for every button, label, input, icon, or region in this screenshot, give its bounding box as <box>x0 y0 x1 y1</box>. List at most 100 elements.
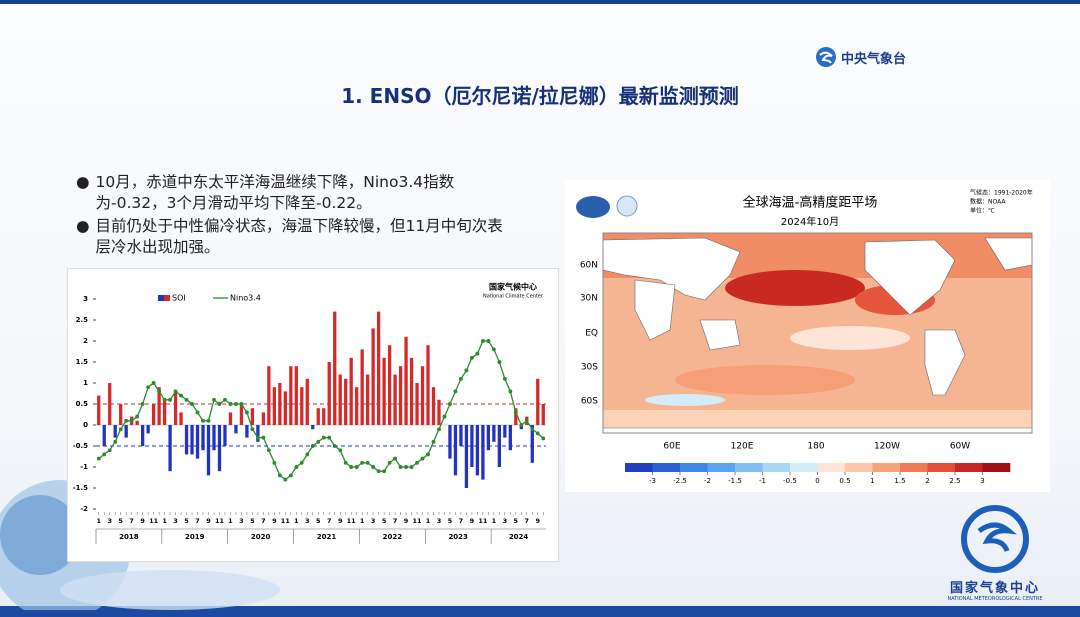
soi-bar <box>503 425 507 438</box>
x-tick-label: 5 <box>316 517 321 525</box>
soi-bar <box>311 425 315 430</box>
soi-bar <box>97 395 101 425</box>
lat-label: 60N <box>580 261 598 271</box>
soi-bar <box>201 425 205 451</box>
soi-bar <box>195 425 200 459</box>
soi-bar <box>344 378 348 425</box>
soi-bar <box>179 412 183 425</box>
x-tick-label: 9 <box>272 517 277 525</box>
lon-label: 60E <box>663 442 680 452</box>
soi-bar <box>316 408 320 425</box>
x-tick-label: 9 <box>404 517 409 525</box>
x-tick-label: 9 <box>206 517 211 525</box>
x-tick-label: 7 <box>459 517 464 525</box>
soi-bar <box>223 425 227 446</box>
colorbar-segment <box>790 463 818 472</box>
colorbar-tick-label: -0.5 <box>783 477 797 485</box>
x-tick-label: 3 <box>305 517 310 525</box>
soi-bar <box>327 362 331 425</box>
x-tick-label: 7 <box>393 517 398 525</box>
soi-bar <box>404 336 408 425</box>
footer-logo-icon <box>961 505 1029 573</box>
soi-bar <box>278 383 282 425</box>
soi-bar <box>294 366 298 425</box>
y-tick-label: 1.5 <box>76 358 89 366</box>
soi-bar <box>360 349 364 425</box>
chart-logo-subtext: National Climate Center <box>483 294 544 300</box>
x-tick-label: 11 <box>281 517 291 525</box>
y-tick-label: -1.5 <box>73 484 88 492</box>
x-tick-label: 7 <box>525 517 530 525</box>
soi-bar <box>217 425 222 472</box>
soi-bar <box>289 366 293 425</box>
y-tick-label: 0.5 <box>76 400 89 408</box>
x-tick-label: 1 <box>492 517 497 525</box>
soi-bar <box>536 378 540 425</box>
x-tick-label: 1 <box>360 517 365 525</box>
soi-bar <box>481 425 485 480</box>
soi-bar <box>322 408 326 425</box>
soi-bar <box>256 425 260 442</box>
colorbar-segment <box>707 463 736 472</box>
soi-bar <box>492 425 496 442</box>
lon-label: 180 <box>807 442 824 452</box>
x-tick-label: 3 <box>503 517 508 525</box>
bullet-list: ● 10月，赤道中东太平洋海温继续下降，Nino3.4指数为-0.32，3个月滑动… <box>76 172 506 258</box>
soi-bar <box>541 404 545 425</box>
bullet-text: 目前仍处于中性偏冷状态，海温下降较慢，但11月中旬次表层冷水出现加强。 <box>95 217 503 256</box>
colorbar-tick-label: 2.5 <box>949 477 960 485</box>
x-tick-label: 1 <box>96 517 101 525</box>
header-logo: 中央气象台 <box>815 46 906 68</box>
map-subtitle: 2024年10月 <box>781 215 839 228</box>
y-tick-label: -0.5 <box>73 442 88 450</box>
lon-label: 120W <box>874 442 900 452</box>
soi-bar <box>272 387 276 425</box>
y-tick-label: 0 <box>83 421 88 429</box>
bullet: ● 10月，赤道中东太平洋海温继续下降，Nino3.4指数为-0.32，3个月滑动… <box>76 172 506 214</box>
colorbar-segment <box>735 463 763 472</box>
map-note: 数据：NOAA <box>970 198 1006 206</box>
colorbar-segment <box>680 463 708 472</box>
y-tick-label: 3 <box>83 295 88 303</box>
y-tick-label: 2 <box>83 337 88 345</box>
soi-bar <box>338 374 342 425</box>
soi-bar <box>371 328 375 425</box>
land <box>602 237 1033 434</box>
x-tick-label: 1 <box>162 517 167 525</box>
x-tick-label: 9 <box>338 517 343 525</box>
x-tick-label: 9 <box>536 517 541 525</box>
soi-bar <box>267 366 271 425</box>
y-tick-label: 2.5 <box>76 316 89 324</box>
soi-bar <box>349 357 353 425</box>
x-tick-label: 11 <box>215 517 225 525</box>
soi-bar <box>261 412 266 425</box>
year-label: 2021 <box>317 533 337 541</box>
bottom-bar <box>0 606 1080 617</box>
x-tick-label: 1 <box>294 517 299 525</box>
colorbar-tick-label: -3 <box>649 477 656 485</box>
soi-bar <box>366 374 370 425</box>
soi-bar <box>376 311 381 425</box>
year-label: 2023 <box>448 533 468 541</box>
logo-text: 中央气象台 <box>841 51 907 67</box>
footer-logo-text: 国家气象中心 <box>949 581 1040 596</box>
colorbar-segment <box>762 463 791 472</box>
x-tick-label: 7 <box>327 517 332 525</box>
x-tick-label: 3 <box>239 517 244 525</box>
soi-bar <box>206 425 211 476</box>
legend-swatch <box>158 295 164 301</box>
year-label: 2020 <box>251 533 271 541</box>
footer-logo: 国家气象中心 NATIONAL METEOROLOGICAL CENTRE <box>930 505 1060 602</box>
soi-bar <box>146 425 150 434</box>
x-tick-label: 5 <box>250 517 255 525</box>
soi-bar <box>228 412 233 425</box>
year-label: 2022 <box>383 533 403 541</box>
x-tick-label: 3 <box>173 517 178 525</box>
top-bar <box>0 0 1080 4</box>
soi-bar <box>283 391 287 425</box>
soi-bar <box>168 425 172 472</box>
soi-bar <box>437 399 441 425</box>
soi-bar <box>431 387 436 425</box>
colorbar-segment <box>652 463 681 472</box>
legend-label: SOI <box>172 294 186 303</box>
